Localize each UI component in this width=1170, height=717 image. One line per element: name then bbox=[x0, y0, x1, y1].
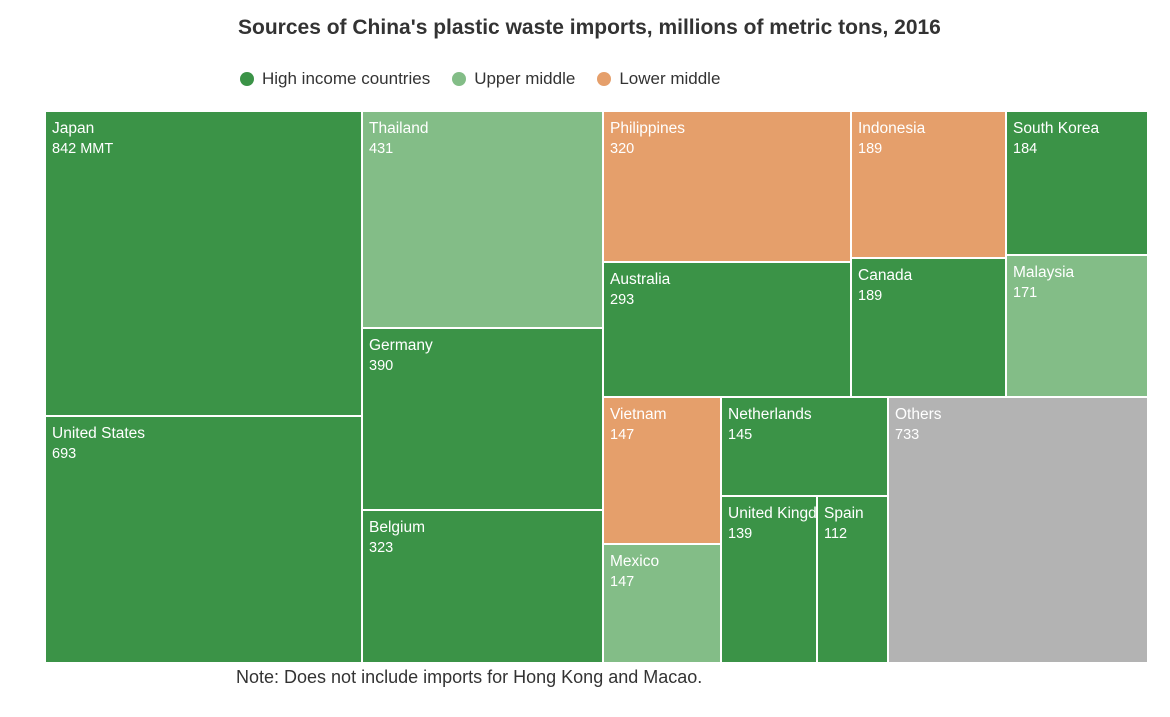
treemap-cell-label: Philippines bbox=[610, 120, 685, 137]
treemap-cell-label: Belgium bbox=[369, 519, 425, 536]
treemap-cell-germany: Germany 390 bbox=[362, 328, 603, 510]
treemap-cell-label: Malaysia bbox=[1013, 264, 1075, 281]
legend-swatch-high bbox=[240, 72, 254, 86]
chart-note: Note: Does not include imports for Hong … bbox=[236, 667, 703, 687]
legend-item-upper: Upper middle bbox=[452, 69, 575, 89]
legend-swatch-upper bbox=[452, 72, 467, 86]
treemap-cell-value: 390 bbox=[369, 358, 394, 374]
treemap-cell-philippines: Philippines 320 bbox=[603, 111, 851, 262]
treemap-cell-label: Mexico bbox=[610, 553, 660, 570]
treemap-cell-indonesia: Indonesia 189 bbox=[851, 111, 1006, 258]
treemap-cell-value: 184 bbox=[1013, 141, 1038, 157]
treemap-cell-malaysia: Malaysia 171 bbox=[1006, 255, 1148, 397]
treemap-cell-value: 693 bbox=[52, 446, 77, 462]
treemap-cell-value: 189 bbox=[858, 288, 883, 304]
treemap-cell-value: 323 bbox=[369, 540, 394, 556]
treemap-cell-vietnam: Vietnam 147 bbox=[603, 397, 721, 544]
treemap-cell-australia: Australia 293 bbox=[603, 262, 851, 397]
treemap-cell-value: 147 bbox=[610, 574, 635, 590]
treemap-cell-united-kingdom: United Kingdom 139 bbox=[721, 496, 817, 663]
legend-item-high: High income countries bbox=[240, 69, 430, 89]
treemap-cell-label: United Kingdom bbox=[728, 505, 817, 522]
chart-legend: High income countries Upper middle Lower… bbox=[240, 68, 742, 90]
treemap-cell-canada: Canada 189 bbox=[851, 258, 1006, 397]
treemap-cell-netherlands: Netherlands 145 bbox=[721, 397, 888, 496]
legend-label-high: High income countries bbox=[262, 69, 431, 88]
treemap-cell-others: Others 733 bbox=[888, 397, 1148, 663]
treemap-cell-label: Japan bbox=[52, 120, 95, 137]
treemap-cell-value: 293 bbox=[610, 292, 635, 308]
legend-label-lower: Lower middle bbox=[619, 69, 721, 88]
treemap-cell-thailand: Thailand 431 bbox=[362, 111, 603, 328]
treemap-cell-label: Australia bbox=[610, 271, 671, 288]
treemap-cell-value: 320 bbox=[610, 141, 635, 157]
treemap-cell-label: Thailand bbox=[369, 120, 429, 137]
treemap-cell-spain: Spain 112 bbox=[817, 496, 888, 663]
treemap-cell-value: 112 bbox=[824, 526, 848, 542]
treemap-cell-value: 145 bbox=[728, 427, 753, 443]
treemap-cell-label: South Korea bbox=[1013, 120, 1100, 137]
legend-swatch-lower bbox=[597, 72, 612, 86]
chart-title: Sources of China's plastic waste imports… bbox=[238, 16, 941, 39]
treemap-cell-label: Indonesia bbox=[858, 120, 926, 137]
treemap-cell-mexico: Mexico 147 bbox=[603, 544, 721, 663]
treemap-cell-label: Vietnam bbox=[610, 406, 667, 423]
treemap-cell-value: 139 bbox=[728, 526, 753, 542]
treemap-cell-label: Netherlands bbox=[728, 406, 812, 423]
treemap-cell-label: Canada bbox=[858, 267, 913, 284]
treemap-cell-value: 733 bbox=[895, 427, 920, 443]
treemap-cell-belgium: Belgium 323 bbox=[362, 510, 603, 663]
treemap-cell-japan: Japan 842 MMT bbox=[45, 111, 362, 416]
treemap-cell-value: 147 bbox=[610, 427, 635, 443]
treemap-cell-value: 189 bbox=[858, 141, 883, 157]
treemap-cell-label: Spain bbox=[824, 505, 864, 522]
treemap-cell-value: 842 MMT bbox=[52, 141, 114, 157]
legend-item-lower: Lower middle bbox=[597, 69, 720, 89]
treemap-cell-value: 431 bbox=[369, 141, 394, 157]
treemap-cell-label: Others bbox=[895, 406, 942, 423]
legend-label-upper: Upper middle bbox=[474, 69, 576, 88]
treemap-cell-value: 171 bbox=[1013, 285, 1038, 301]
treemap: Japan 842 MMT United States 693 Thailand 431 G… bbox=[45, 111, 1148, 663]
treemap-cell-united-states: United States 693 bbox=[45, 416, 362, 663]
treemap-cell-label: Germany bbox=[369, 337, 433, 354]
treemap-cell-label: United States bbox=[52, 425, 146, 442]
treemap-cell-south-korea: South Korea 184 bbox=[1006, 111, 1148, 255]
